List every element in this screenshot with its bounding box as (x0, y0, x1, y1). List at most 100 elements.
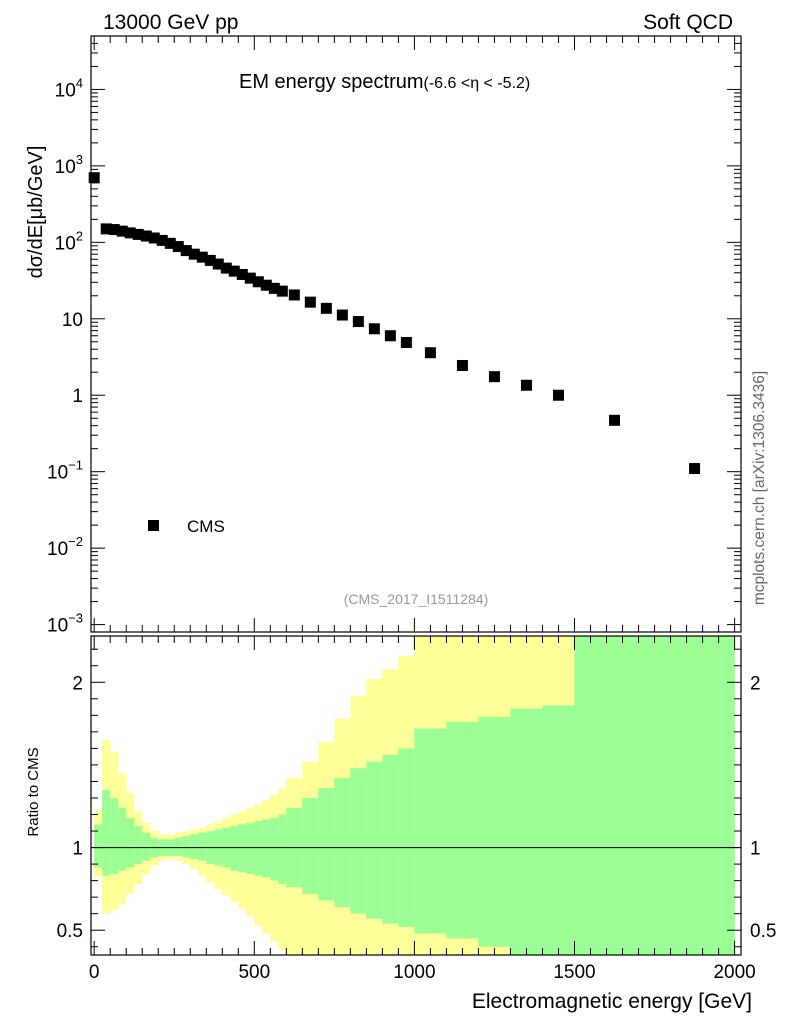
inner-band-bin (366, 761, 383, 919)
data-point (236, 268, 248, 280)
data-point (456, 359, 468, 371)
data-point (156, 234, 168, 246)
data-point (188, 248, 200, 260)
axis-ticks (91, 36, 741, 955)
data-markers (88, 172, 701, 475)
data-point (424, 347, 436, 359)
y-tick-label-top: 10−1 (47, 458, 83, 484)
inner-band-bin (350, 768, 367, 914)
y-tick-label-top: 102 (55, 228, 83, 254)
y-tick-label-top: 10 (62, 310, 83, 331)
data-point (88, 172, 100, 184)
y-tick-label-top: 10−2 (47, 534, 83, 560)
inner-band-bin (182, 835, 191, 858)
inner-band-bin (110, 797, 119, 875)
data-point (400, 336, 412, 348)
inner-band-bin (238, 824, 247, 873)
y-axis-title-ratio: Ratio to CMS (25, 747, 42, 836)
y-axis-title-top: dσ/dE[μb/GeV] (25, 146, 47, 279)
x-tick-label: 500 (238, 962, 270, 983)
data-point (384, 330, 396, 342)
data-point (276, 285, 288, 297)
header-left-label: 13000 GeV pp (103, 11, 238, 34)
data-point (124, 227, 136, 239)
ratio-tick-label-right: 1 (750, 839, 761, 860)
inner-band-bin (102, 789, 111, 876)
data-point (320, 302, 332, 314)
data-point (164, 237, 176, 249)
data-point (140, 230, 152, 242)
data-point (288, 289, 300, 301)
inner-band-bin (318, 788, 335, 901)
header-right-label: Soft QCD (643, 11, 733, 34)
inner-band-bin (246, 822, 255, 875)
y-tick-label-top: 104 (55, 75, 83, 101)
legend-label-cms: CMS (187, 517, 225, 536)
inner-band-bin (302, 797, 319, 894)
data-point (609, 414, 621, 426)
data-point (244, 272, 256, 284)
y-tick-label-top: 103 (55, 152, 83, 178)
inner-band-bin (334, 778, 351, 908)
inner-band-bin (262, 819, 271, 878)
data-point (180, 245, 192, 257)
inner-band-bin (134, 826, 143, 865)
y-tick-label-top: 1 (72, 386, 83, 407)
plot-frames (90, 35, 742, 956)
inner-band-bin (94, 824, 103, 868)
inner-band-bin (542, 705, 575, 955)
inner-band-bin (142, 832, 151, 861)
ratio-tick-label-left: 2 (72, 673, 83, 694)
data-point (116, 225, 128, 237)
data-point (689, 463, 701, 475)
inner-band-bin (382, 755, 399, 924)
x-tick-label: 1000 (393, 962, 435, 983)
inner-band-bin (118, 807, 127, 871)
inner-band-bin (278, 814, 287, 884)
data-point (132, 228, 144, 240)
data-point (100, 223, 112, 235)
data-point (268, 282, 280, 294)
data-point (196, 251, 208, 263)
data-point (172, 241, 184, 253)
data-point (520, 379, 532, 391)
ratio-tick-label-left: 1 (72, 839, 83, 860)
data-point (352, 316, 364, 328)
inner-band-bin (126, 817, 135, 868)
inner-band-bin (174, 837, 183, 856)
plot-title-sub: (-6.6 <η < -5.2) (424, 75, 531, 92)
ratio-panel-frame (90, 635, 742, 956)
inner-band-bin (654, 636, 735, 955)
data-point (108, 224, 120, 236)
plot-title: EM energy spectrum(-6.6 <η < -5.2) (239, 71, 530, 93)
ratio-tick-label-right: 2 (750, 673, 761, 694)
data-point (204, 254, 216, 266)
ratio-tick-label-right: 0.5 (750, 921, 776, 942)
data-point (488, 371, 500, 383)
inner-band-bin (398, 748, 415, 927)
inner-band-bin (574, 636, 655, 955)
data-point (212, 258, 224, 270)
plot-title-main: EM energy spectrum (239, 71, 424, 93)
x-tick-label: 0 (89, 962, 100, 983)
ratio-bands (94, 636, 735, 955)
data-point (228, 265, 240, 277)
top-panel-frame (90, 35, 742, 633)
tick-labels: 0 500 1000 1500 200010410310210110−110−210−3… (47, 75, 776, 983)
inner-band-bin (270, 817, 279, 881)
legend-marker (148, 520, 159, 531)
data-point (368, 323, 380, 335)
x-tick-label: 2000 (713, 962, 755, 983)
data-point (336, 309, 348, 321)
y-tick-label-top: 10−3 (47, 611, 83, 637)
x-axis-title: Electromagnetic energy [GeV] (472, 990, 752, 1013)
data-point (220, 262, 232, 274)
inner-band-bin (446, 721, 479, 939)
inner-band-bin (190, 834, 199, 860)
inner-band-bin (478, 716, 511, 947)
data-point (552, 389, 564, 401)
data-point (252, 276, 264, 288)
inner-band-bin (254, 821, 263, 876)
inner-band-bin (510, 708, 543, 955)
